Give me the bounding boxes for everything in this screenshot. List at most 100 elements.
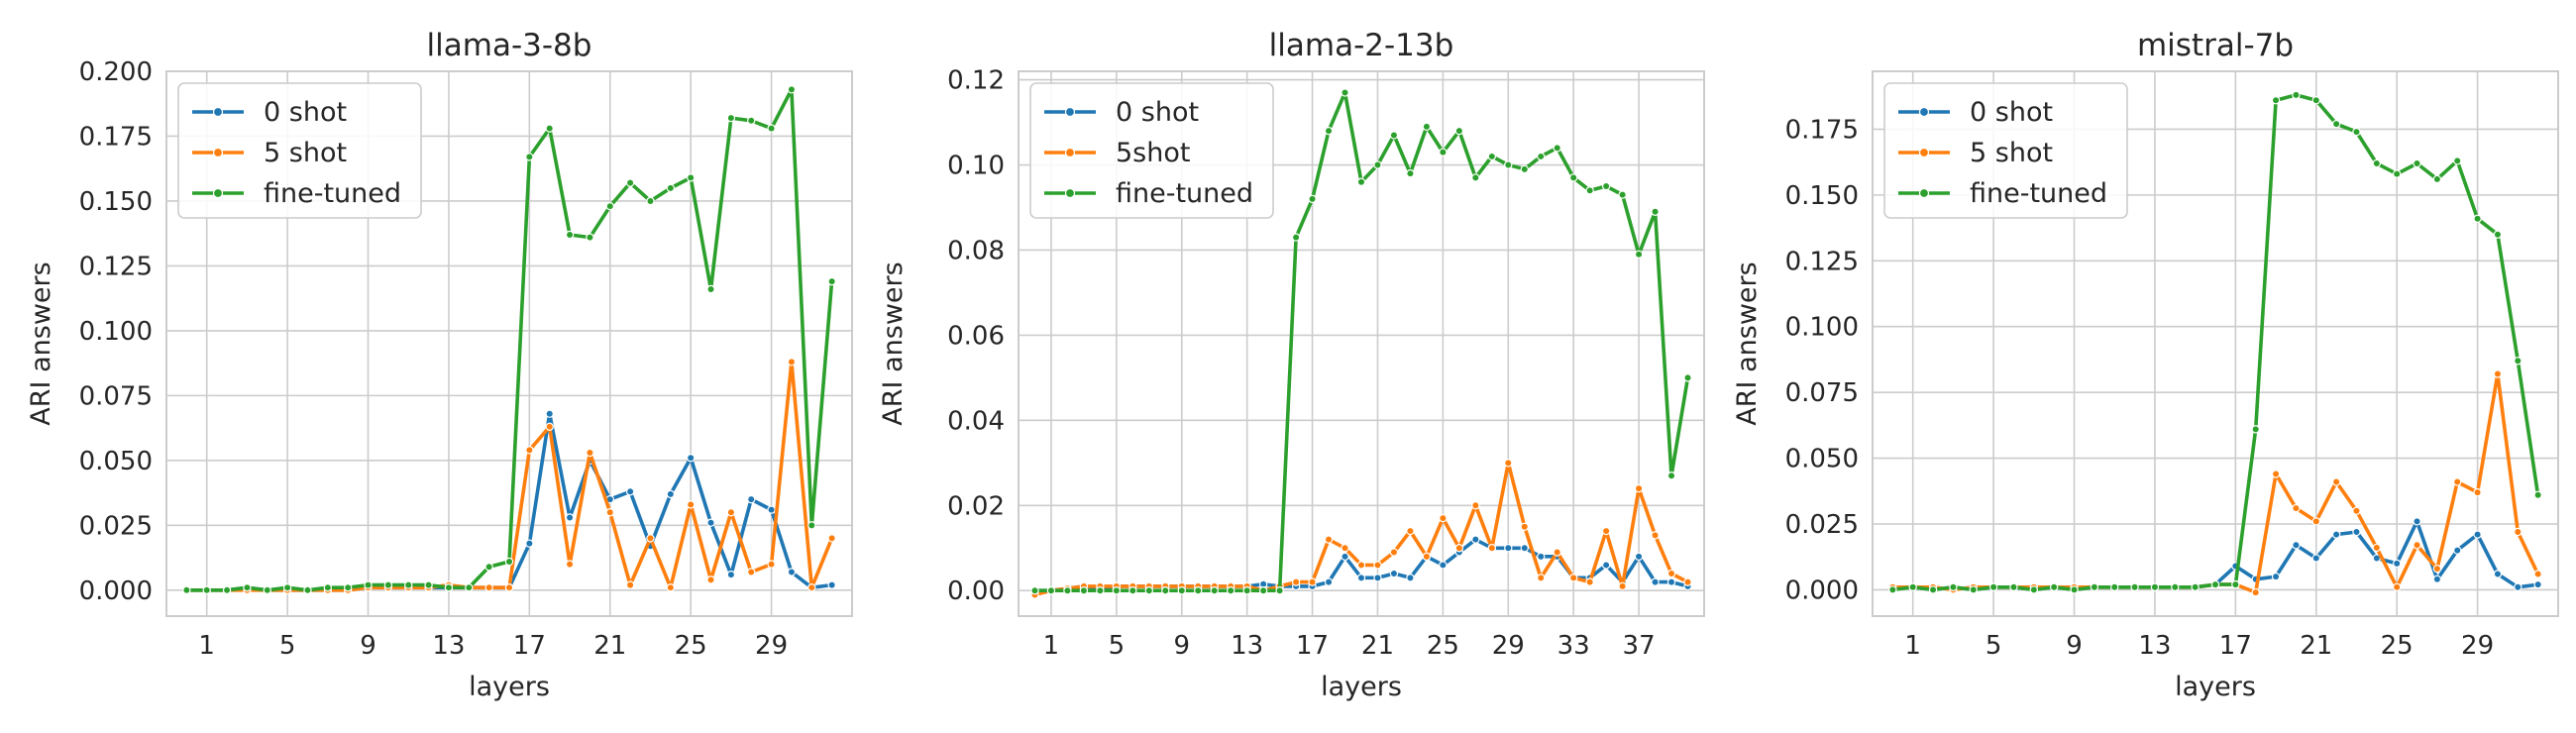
data-point: [2533, 579, 2542, 589]
data-point: [1194, 586, 1203, 595]
data-point: [1324, 535, 1334, 544]
data-point: [2271, 96, 2281, 105]
legend-box: [1029, 82, 1274, 219]
plot-frame: [165, 70, 853, 617]
data-point: [1908, 582, 1917, 591]
chart-title: llama-2-13b: [1269, 28, 1454, 63]
x-tick-label: 17: [2219, 631, 2252, 661]
data-point: [1651, 577, 1660, 586]
data-point: [182, 585, 191, 595]
data-point: [1888, 585, 1897, 594]
data-point: [686, 173, 696, 182]
data-point: [1406, 168, 1415, 178]
data-point: [1406, 574, 1415, 582]
data-point: [726, 570, 736, 579]
data-point: [1324, 577, 1334, 586]
data-point: [646, 196, 655, 206]
x-tick-label: 29: [755, 631, 788, 661]
data-point: [666, 183, 676, 193]
y-tick-label: 0.175: [79, 122, 153, 152]
data-point: [2311, 517, 2320, 526]
data-point: [807, 582, 816, 592]
data-point: [2331, 530, 2341, 539]
data-point: [2090, 582, 2099, 591]
data-point: [1683, 373, 1692, 382]
x-tick-label: 1: [198, 631, 215, 661]
data-point: [767, 560, 776, 569]
y-tick-label: 0.04: [947, 406, 1005, 436]
data-point: [807, 521, 816, 530]
data-point: [323, 582, 333, 592]
x-tick-label: 13: [1231, 631, 1263, 661]
data-point: [1291, 233, 1301, 242]
data-point: [243, 582, 252, 592]
legend-label: 0 shot: [264, 97, 347, 128]
data-point: [706, 576, 715, 584]
x-tick-label: 37: [1623, 631, 1656, 661]
data-point: [1928, 585, 1938, 594]
y-tick-label: 0.125: [1785, 247, 1859, 276]
data-point: [1144, 586, 1154, 595]
data-point: [1601, 561, 1611, 570]
x-tick-label: 5: [1109, 631, 1126, 661]
y-tick-label: 0.075: [79, 381, 153, 411]
data-point: [2493, 369, 2503, 378]
data-point: [1356, 574, 1366, 582]
data-point: [1666, 577, 1676, 586]
data-point: [364, 580, 373, 589]
legend-marker: [212, 187, 224, 199]
y-axis-label: ARI answers: [878, 262, 909, 425]
x-tick-label: 25: [675, 631, 707, 661]
data-point: [767, 505, 776, 514]
data-point: [1226, 586, 1235, 595]
data-point: [1341, 552, 1349, 562]
chart-title: llama-3-8b: [427, 28, 592, 63]
data-point: [2514, 357, 2522, 366]
data-point: [504, 582, 514, 592]
data-point: [827, 534, 836, 543]
legend-marker: [1918, 106, 1930, 118]
data-point: [1634, 552, 1644, 562]
data-point: [484, 582, 493, 592]
x-tick-label: 25: [1427, 631, 1459, 661]
data-point: [1504, 544, 1513, 553]
data-point: [1487, 152, 1497, 161]
data-point: [1634, 483, 1644, 493]
data-point: [1242, 586, 1251, 595]
x-tick-label: 29: [1492, 631, 1525, 661]
x-tick-label: 9: [360, 631, 376, 661]
data-point: [1079, 586, 1089, 595]
data-point: [303, 585, 312, 595]
data-point: [2473, 530, 2482, 539]
x-tick-label: 29: [2461, 631, 2494, 661]
data-point: [2493, 570, 2503, 578]
data-point: [1568, 173, 1578, 182]
data-point: [666, 582, 676, 592]
data-point: [1520, 544, 1529, 553]
data-point: [2070, 585, 2079, 594]
data-point: [1585, 186, 1594, 195]
data-point: [787, 358, 797, 366]
data-point: [1389, 569, 1399, 578]
x-tick-label: 17: [513, 631, 546, 661]
data-point: [605, 201, 614, 211]
data-point: [465, 582, 474, 592]
data-point: [484, 563, 493, 572]
y-tick-label: 0.000: [1785, 576, 1859, 605]
x-tick-label: 13: [2138, 631, 2171, 661]
data-point: [2453, 477, 2462, 486]
x-tick-label: 5: [279, 631, 296, 661]
data-point: [1373, 574, 1382, 582]
x-tick-label: 1: [1904, 631, 1921, 661]
data-point: [1030, 586, 1039, 595]
data-point: [565, 230, 575, 240]
data-point: [1291, 577, 1301, 586]
data-point: [2311, 554, 2320, 563]
data-point: [2432, 575, 2442, 584]
data-point: [2311, 96, 2320, 105]
data-point: [2453, 157, 2462, 165]
data-point: [2150, 582, 2160, 591]
data-point: [2473, 487, 2482, 497]
data-point: [383, 580, 393, 589]
data-point: [706, 518, 715, 527]
